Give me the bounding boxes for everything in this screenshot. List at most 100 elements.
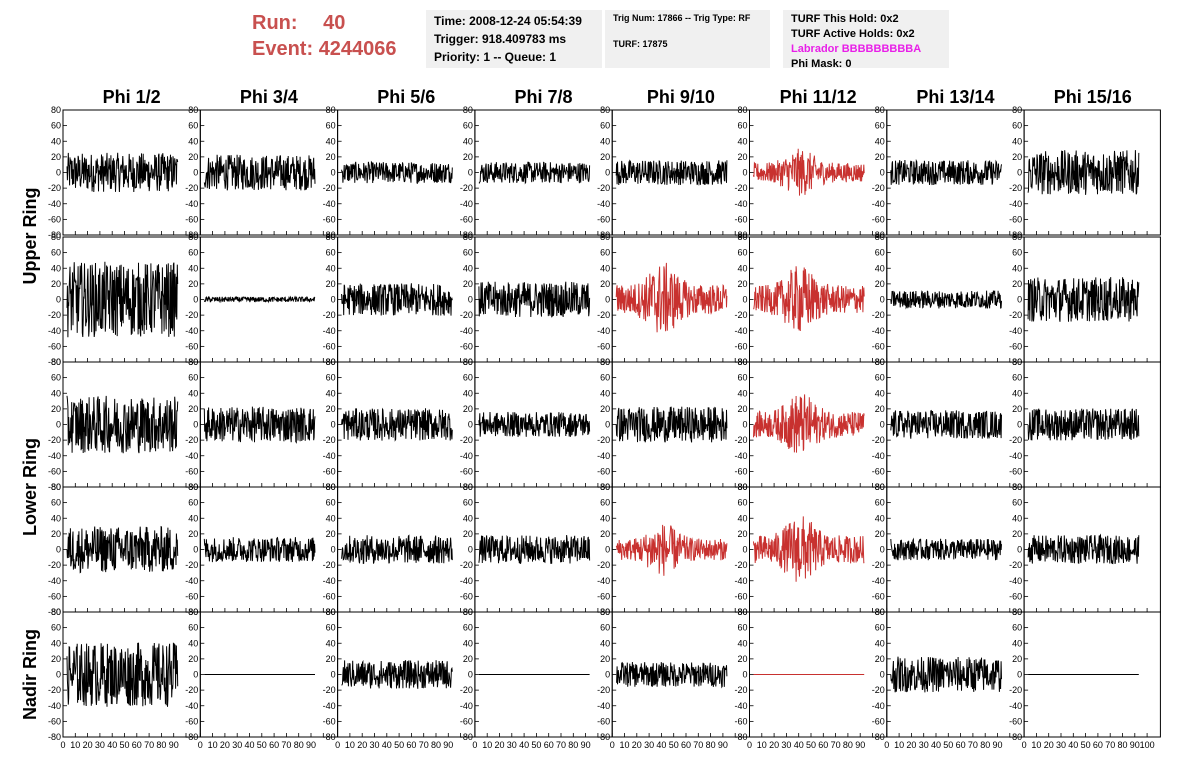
cell-frame-r2-c7 [1023, 361, 1161, 488]
ytick-label-r4-c3-5: 20 [463, 654, 473, 664]
ytick-label-r2-c7-7: 60 [1012, 373, 1022, 383]
ytick-label-r1-c0-7: 60 [51, 248, 61, 258]
ytick-label-r2-c4-5: 20 [600, 404, 610, 414]
ytick-label-r0-c4-6: 40 [600, 136, 610, 146]
ytick-label-r0-c2-4: 0 [331, 168, 336, 178]
ytick-label-r1-c1-6: 40 [188, 263, 198, 273]
ytick-label-r1-c5-8: 80 [737, 232, 747, 242]
waveform-r4-c2 [341, 659, 453, 689]
xtick-label-c4-9: 90 [718, 740, 728, 750]
ytick-label-r0-c6-3: -20 [872, 183, 885, 193]
xtick-label-c4-2: 20 [632, 740, 642, 750]
ring-label-2: Lower Ring [20, 438, 40, 536]
ytick-label-r1-c6-7: 60 [875, 248, 885, 258]
ytick-label-r4-c6-5: 20 [875, 654, 885, 664]
ytick-label-r0-c1-4: 0 [193, 168, 198, 178]
ytick-label-r4-c4-0: -80 [597, 732, 610, 742]
xtick-label-c0-2: 20 [83, 740, 93, 750]
ytick-label-r2-c3-7: 60 [463, 373, 473, 383]
xtick-label-c7-3: 30 [1056, 740, 1066, 750]
ytick-label-r3-c5-7: 60 [737, 498, 747, 508]
ytick-label-r3-c7-4: 0 [1017, 545, 1022, 555]
ytick-label-r2-c1-7: 60 [188, 373, 198, 383]
ytick-label-r4-c4-3: -20 [597, 685, 610, 695]
xtick-label-c0-8: 80 [156, 740, 166, 750]
ytick-label-r4-c5-8: 80 [737, 607, 747, 617]
column-header-8: Phi 15/16 [1054, 87, 1132, 107]
ytick-label-r2-c7-3: -20 [1009, 435, 1022, 445]
column-header-5: Phi 9/10 [647, 87, 715, 107]
xtick-label-c3-3: 30 [507, 740, 517, 750]
ytick-label-r0-c5-3: -20 [734, 183, 747, 193]
ytick-label-r3-c1-7: 60 [188, 498, 198, 508]
ytick-label-r3-c5-2: -40 [734, 576, 747, 586]
ytick-label-r1-c4-5: 20 [600, 279, 610, 289]
ytick-label-r1-c4-6: 40 [600, 263, 610, 273]
xtick-label-c1-8: 80 [294, 740, 304, 750]
ytick-label-r0-c3-3: -20 [460, 183, 473, 193]
ytick-label-r0-c4-1: -60 [597, 214, 610, 224]
ytick-label-r2-c0-5: 20 [51, 404, 61, 414]
ytick-label-r2-c1-3: -20 [185, 435, 198, 445]
ytick-label-r2-c7-2: -40 [1009, 451, 1022, 461]
xtick-label-c1-2: 20 [220, 740, 230, 750]
ytick-label-r0-c4-7: 60 [600, 121, 610, 131]
ytick-label-r1-c3-4: 0 [468, 295, 473, 305]
ytick-label-r4-c0-3: -20 [48, 685, 61, 695]
ytick-label-r2-c1-6: 40 [188, 388, 198, 398]
waveform-r3-c6 [890, 537, 1002, 561]
waveform-r2-c5 [753, 394, 865, 453]
ytick-label-r3-c1-3: -20 [185, 560, 198, 570]
run-event-box: Run: 40 Event: 4244066 [252, 10, 420, 62]
waveform-r1-c4 [615, 262, 728, 333]
ytick-label-r4-c0-2: -40 [48, 701, 61, 711]
ytick-label-r1-c5-1: -60 [734, 341, 747, 351]
ytick-label-r3-c7-6: 40 [1012, 513, 1022, 523]
ytick-label-r2-c3-4: 0 [468, 420, 473, 430]
ytick-label-r1-c4-4: 0 [605, 295, 610, 305]
ytick-label-r0-c5-1: -60 [734, 214, 747, 224]
ytick-label-r4-c7-1: -60 [1009, 716, 1022, 726]
xtick-label-c4-4: 40 [656, 740, 666, 750]
xtick-label-c5-5: 50 [806, 740, 816, 750]
ytick-label-r2-c6-7: 60 [875, 373, 885, 383]
ytick-label-r4-c3-2: -40 [460, 701, 473, 711]
ytick-label-r2-c6-1: -60 [872, 466, 885, 476]
waveform-r1-c5 [753, 266, 865, 332]
xtick-label-c1-0: 0 [198, 740, 203, 750]
ytick-label-r3-c7-8: 80 [1012, 482, 1022, 492]
ytick-label-r4-c0-6: 40 [51, 638, 61, 648]
xtick-label-c6-0: 0 [884, 740, 889, 750]
ytick-label-r3-c3-8: 80 [463, 482, 473, 492]
xtick-label-c2-2: 20 [357, 740, 367, 750]
run-value: 40 [323, 12, 346, 34]
ytick-label-r0-c1-0: -80 [185, 230, 198, 240]
waveform-r1-c2 [341, 283, 453, 316]
ytick-label-r4-c5-2: -40 [734, 701, 747, 711]
xtick-label-c0-5: 50 [119, 740, 129, 750]
ytick-label-r4-c4-8: 80 [600, 607, 610, 617]
ytick-label-r0-c4-4: 0 [605, 168, 610, 178]
xtick-label-c2-3: 30 [369, 740, 379, 750]
xtick-label-c7-7: 70 [1105, 740, 1115, 750]
xtick-label-c5-1: 10 [757, 740, 767, 750]
ytick-label-r2-c2-6: 40 [326, 388, 336, 398]
ytick-label-r4-c1-1: -60 [185, 716, 198, 726]
ytick-label-r1-c5-2: -40 [734, 326, 747, 336]
ytick-label-r4-c2-1: -60 [323, 716, 336, 726]
ytick-label-r0-c1-2: -40 [185, 199, 198, 209]
waveform-r4-c6 [890, 656, 1002, 693]
ytick-label-r4-c7-0: -80 [1009, 732, 1022, 742]
waveform-r3-c7 [1027, 533, 1140, 565]
ytick-label-r3-c1-8: 80 [188, 482, 198, 492]
ytick-label-r1-c2-4: 0 [331, 295, 336, 305]
waveform-r1-c3 [478, 281, 591, 318]
xtick-label-c2-0: 0 [335, 740, 340, 750]
ytick-label-r4-c7-7: 60 [1012, 623, 1022, 633]
ytick-label-r0-c5-0: -80 [734, 230, 747, 240]
turf-active-text: TURF Active Holds: 0x2 [791, 28, 915, 40]
xtick-label-c5-7: 70 [831, 740, 841, 750]
xtick-label-c7-0: 0 [1022, 740, 1027, 750]
xtick-label-c3-0: 0 [472, 740, 477, 750]
ytick-label-r2-c3-5: 20 [463, 404, 473, 414]
